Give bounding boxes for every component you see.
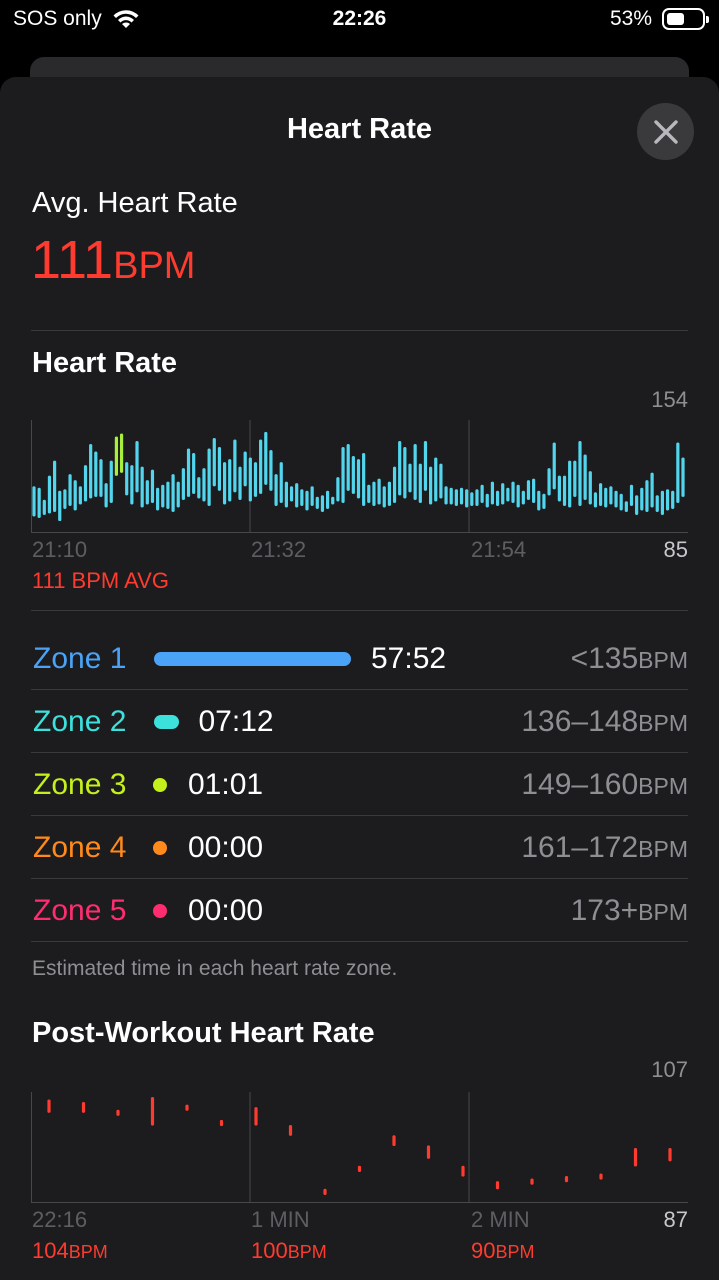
battery-percent: 53% [609,7,652,30]
zone-bar [153,841,167,855]
zone-name: Zone 5 [33,894,127,927]
zone-range-value: 136–148 [521,705,639,738]
post-value-3-number: 90 [471,1238,496,1263]
post-value-2-unit: BPM [287,1242,327,1262]
divider [31,878,688,879]
post-workout-title: Post-Workout Heart Rate [32,1017,375,1049]
hr-avg-caption: 111 BPM AVG [32,568,169,593]
post-value-2: 100BPM [251,1238,327,1264]
avg-heart-rate-unit: BPM [113,245,196,287]
zone-bar [153,778,167,792]
zone-range-value: 161–172 [521,831,639,864]
status-time: 22:26 [332,7,387,30]
close-button[interactable] [637,103,694,160]
status-bar-left: SOS only [13,7,140,31]
hr-x-label-1: 21:10 [32,537,88,562]
wifi-icon [113,9,139,28]
battery-nub [706,16,709,23]
hr-x-label-3: 21:54 [471,537,527,562]
post-value-3-unit: BPM [495,1242,535,1262]
zone-time: 01:01 [188,768,264,801]
zone-time: 00:00 [188,894,264,927]
post-axis-max: 107 [651,1057,688,1082]
zone-range-unit: BPM [638,710,688,736]
zone-time: 00:00 [188,831,264,864]
zone-bar [154,715,179,729]
divider [31,941,688,942]
zone-range-unit: BPM [638,773,688,799]
status-bar: SOS only 22:26 53% [0,0,719,40]
divider [31,689,688,690]
zone-row: Zone 1 57:52 <135BPM [31,627,688,690]
post-value-3: 90BPM [471,1238,535,1264]
sheet-title: Heart Rate [286,113,433,145]
battery-icon [662,8,709,30]
zone-row: Zone 5 00:00 173+BPM [31,879,688,942]
post-value-1-number: 104 [32,1238,69,1263]
zone-name: Zone 2 [33,705,127,738]
avg-heart-rate-label: Avg. Heart Rate [32,187,238,219]
status-bar-right: 53% [609,7,709,31]
hr-axis-min: 85 [663,537,688,562]
post-value-1-unit: BPM [68,1242,108,1262]
zone-range: 136–148BPM [521,705,688,739]
battery-fill [667,13,685,25]
zone-range-unit: BPM [638,836,688,862]
avg-heart-rate-value: 111BPM [31,229,195,291]
post-value-1: 104BPM [32,1238,108,1264]
carrier-text: SOS only [13,7,102,30]
zone-row: Zone 2 07:12 136–148BPM [31,690,688,753]
divider [31,752,688,753]
zone-bar [153,904,167,918]
zone-range-unit: BPM [638,647,688,673]
zone-time: 07:12 [198,705,274,738]
hr-axis-max: 154 [651,387,688,412]
post-x-label-1: 22:16 [32,1207,88,1232]
post-axis-min: 87 [663,1207,688,1232]
zone-range-value: <135 [570,642,639,675]
heart-rate-chart [31,420,688,533]
close-icon [653,119,678,144]
zone-name: Zone 3 [33,768,127,801]
post-x-label-2: 1 MIN [251,1207,310,1232]
zone-range-value: 173+ [570,894,639,927]
heart-rate-sheet: Heart Rate Avg. Heart Rate 111BPM Heart … [0,77,719,1280]
zone-time: 57:52 [371,642,447,675]
zone-range: 161–172BPM [521,831,688,865]
hr-x-label-2: 21:32 [251,537,307,562]
post-x-label-3: 2 MIN [471,1207,530,1232]
zone-bar [154,652,351,666]
post-value-2-number: 100 [251,1238,288,1263]
zone-name: Zone 4 [33,831,127,864]
zone-range-unit: BPM [638,899,688,925]
post-workout-chart [31,1092,688,1203]
zone-row: Zone 4 00:00 161–172BPM [31,816,688,879]
heart-rate-chart-title: Heart Rate [32,347,178,379]
zone-name: Zone 1 [33,642,127,675]
avg-heart-rate-number: 111 [31,230,114,290]
divider [31,815,688,816]
zone-range: <135BPM [571,642,688,676]
zone-row: Zone 3 01:01 149–160BPM [31,753,688,816]
zone-range-value: 149–160 [521,768,639,801]
zone-range: 149–160BPM [521,768,688,802]
divider [31,610,688,611]
zone-range: 173+BPM [571,894,688,928]
zones-footnote: Estimated time in each heart rate zone. [32,957,398,980]
divider [31,330,688,331]
